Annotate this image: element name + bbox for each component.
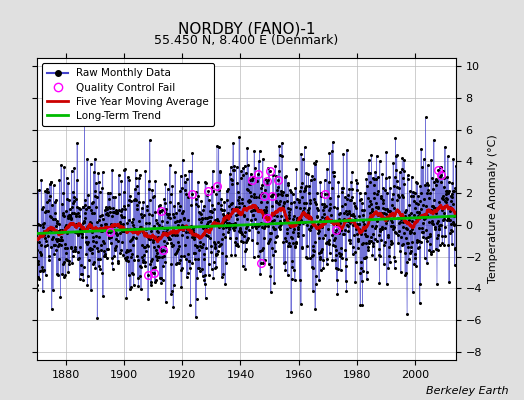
Text: Berkeley Earth: Berkeley Earth: [426, 386, 508, 396]
Text: NORDBY (FANO)-1: NORDBY (FANO)-1: [178, 22, 315, 37]
Legend: Raw Monthly Data, Quality Control Fail, Five Year Moving Average, Long-Term Tren: Raw Monthly Data, Quality Control Fail, …: [42, 63, 214, 126]
Text: 55.450 N, 8.400 E (Denmark): 55.450 N, 8.400 E (Denmark): [154, 34, 339, 47]
Y-axis label: Temperature Anomaly (°C): Temperature Anomaly (°C): [488, 135, 498, 283]
